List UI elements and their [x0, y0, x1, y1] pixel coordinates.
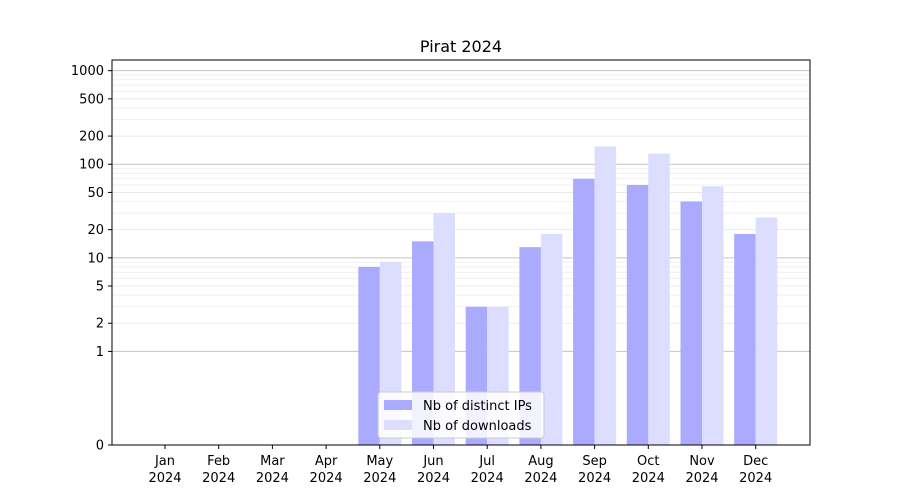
y-tick-label: 200 [79, 130, 104, 145]
bar [573, 178, 595, 446]
legend-label: Nb of downloads [423, 419, 532, 434]
x-tick-label-year: 2024 [256, 471, 289, 486]
bar [734, 233, 756, 445]
bar [648, 153, 670, 446]
bar [626, 185, 649, 445]
x-tick-label-year: 2024 [148, 471, 181, 486]
y-tick-label: 5 [96, 280, 104, 295]
x-tick-label-year: 2024 [685, 471, 718, 486]
x-tick-label-year: 2024 [739, 471, 772, 486]
y-tick-label: 10 [87, 251, 104, 266]
x-tick-label-month: Apr [315, 454, 338, 469]
y-tick-label: 20 [87, 223, 104, 238]
x-tick-label-year: 2024 [471, 471, 504, 486]
bar [540, 233, 563, 445]
y-tick-label: 0 [96, 439, 104, 454]
x-tick-label-month: Oct [637, 454, 659, 469]
x-tick-label-month: Aug [528, 454, 553, 469]
legend-label: Nb of distinct IPs [423, 399, 532, 414]
y-tick-label: 2 [96, 317, 104, 332]
legend-swatch [384, 420, 412, 430]
x-tick-label-year: 2024 [632, 471, 665, 486]
y-tick-label: 50 [87, 186, 104, 201]
x-tick-label-month: Jul [478, 454, 495, 469]
x-tick-label-year: 2024 [578, 471, 611, 486]
y-axis: 0 1 2 5 10 20 50 100 200 500 1000 [71, 64, 112, 454]
x-tick-label-month: Sep [582, 454, 607, 469]
x-tick-label-month: Feb [207, 454, 230, 469]
x-axis: Jan 2024 Feb 2024 Mar 2024 Apr 2024 May 2024 Jun 20… [148, 445, 772, 486]
chart-title: Pirat 2024 [420, 37, 502, 56]
bar [594, 146, 617, 446]
y-tick-label: 100 [79, 158, 104, 173]
bar [433, 213, 455, 445]
x-tick-label-year: 2024 [363, 471, 396, 486]
bars-layer [358, 146, 778, 446]
y-tick-label: 500 [79, 92, 104, 107]
x-tick-label-month: Dec [743, 454, 768, 469]
y-tick-label: 1 [96, 345, 104, 360]
bar [358, 266, 380, 445]
legend-swatch [384, 400, 412, 410]
x-tick-label-month: Mar [260, 454, 285, 469]
x-tick-label-year: 2024 [524, 471, 557, 486]
x-tick-label-year: 2024 [202, 471, 235, 486]
x-tick-label-month: Jan [154, 454, 175, 469]
bar [680, 201, 702, 445]
plot-frame [111, 59, 811, 446]
x-tick-label-month: May [366, 454, 393, 469]
legend: Nb of distinct IPs Nb of downloads [377, 391, 545, 439]
y-tick-label: 1000 [71, 64, 104, 79]
bar [702, 186, 724, 445]
x-tick-label-month: Jun [422, 454, 443, 469]
x-tick-label-year: 2024 [417, 471, 450, 486]
x-tick-label-month: Nov [689, 454, 715, 469]
x-tick-label-year: 2024 [310, 471, 343, 486]
legend-box [377, 391, 545, 439]
bar [755, 217, 778, 445]
